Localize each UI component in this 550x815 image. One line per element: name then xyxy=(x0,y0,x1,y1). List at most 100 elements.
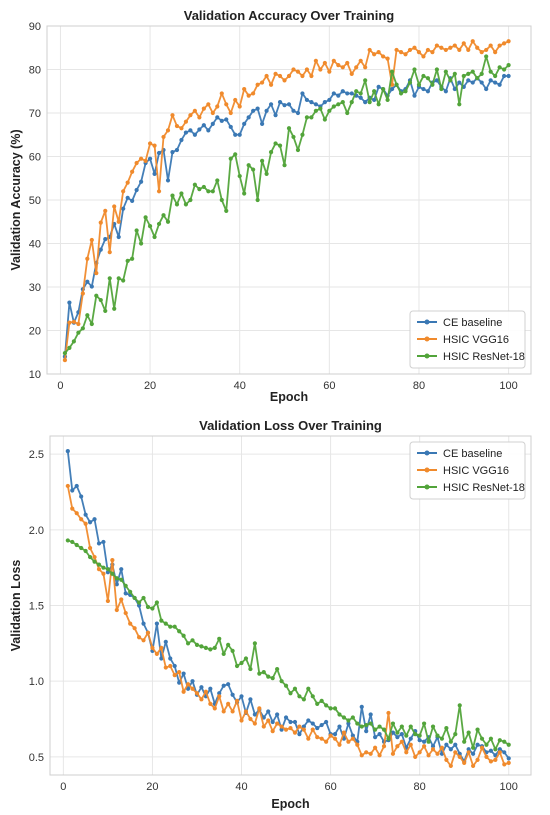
data-point xyxy=(457,102,462,107)
data-point xyxy=(103,237,108,242)
data-point xyxy=(434,78,439,83)
data-point xyxy=(421,54,426,59)
data-point xyxy=(332,706,338,711)
data-point xyxy=(165,128,171,133)
data-point xyxy=(145,630,151,635)
data-point xyxy=(224,102,229,107)
data-point xyxy=(313,102,318,107)
data-point xyxy=(76,330,81,335)
data-point xyxy=(336,102,341,107)
data-point xyxy=(502,73,507,79)
data-point xyxy=(123,591,128,596)
data-point xyxy=(168,663,173,669)
series-2 xyxy=(65,483,511,769)
y-tick-label: 40 xyxy=(29,239,41,251)
x-tick-label: 40 xyxy=(234,380,246,392)
data-point xyxy=(261,669,266,675)
data-point xyxy=(444,742,449,747)
data-point xyxy=(341,715,347,720)
data-point xyxy=(266,718,271,723)
data-point xyxy=(85,279,90,284)
chart-title: Validation Loss Over Training xyxy=(199,418,382,433)
data-point xyxy=(417,750,422,755)
data-point xyxy=(368,721,373,726)
data-point xyxy=(327,69,332,74)
data-point xyxy=(346,739,351,744)
data-point xyxy=(407,80,413,85)
data-point xyxy=(159,645,164,650)
data-point xyxy=(373,727,378,732)
data-point xyxy=(221,651,226,657)
data-point xyxy=(134,187,139,193)
data-point xyxy=(479,71,484,76)
data-point xyxy=(350,715,355,720)
data-point xyxy=(62,351,68,356)
data-point xyxy=(159,656,164,661)
data-point xyxy=(484,754,489,759)
data-point xyxy=(355,721,360,726)
data-point xyxy=(80,326,85,331)
data-point xyxy=(421,86,426,92)
data-point xyxy=(185,682,191,687)
data-point xyxy=(439,736,445,741)
data-point xyxy=(493,757,498,762)
data-point xyxy=(165,219,171,224)
data-point xyxy=(210,189,215,194)
data-point xyxy=(159,618,164,623)
data-point xyxy=(243,656,249,661)
y-tick-label: 0.5 xyxy=(29,752,44,764)
data-point xyxy=(497,738,502,743)
data-point xyxy=(292,719,298,725)
data-point xyxy=(190,686,195,691)
data-point xyxy=(270,676,275,681)
data-point xyxy=(252,712,257,717)
data-point xyxy=(377,753,382,758)
data-point xyxy=(358,95,363,100)
data-point xyxy=(221,683,226,688)
data-point xyxy=(230,709,235,714)
data-point xyxy=(268,150,274,155)
data-point xyxy=(114,607,119,613)
data-point xyxy=(295,69,301,74)
data-point xyxy=(322,60,327,66)
data-point xyxy=(399,739,404,744)
data-point xyxy=(130,198,135,203)
data-point xyxy=(177,680,182,685)
data-point xyxy=(239,660,244,666)
data-point xyxy=(367,47,372,53)
data-point xyxy=(506,756,511,761)
y-tick-label: 2.5 xyxy=(29,449,44,461)
data-point xyxy=(134,160,139,166)
data-point xyxy=(475,76,480,81)
data-point xyxy=(403,52,408,57)
data-point xyxy=(277,73,283,79)
data-point xyxy=(301,727,306,732)
data-point xyxy=(255,82,260,87)
data-point xyxy=(340,100,345,105)
data-point xyxy=(206,189,211,194)
data-point xyxy=(242,121,247,126)
data-point xyxy=(389,86,395,92)
data-point xyxy=(264,171,269,176)
data-point xyxy=(79,545,84,551)
legend: CE baseline HSIC VGG16 HSIC ResNet-18 xyxy=(409,310,526,369)
legend-label: HSIC ResNet-18 xyxy=(443,482,525,494)
data-point xyxy=(322,100,327,105)
data-point xyxy=(246,93,251,98)
data-point xyxy=(188,197,193,203)
data-point xyxy=(181,633,186,638)
data-point xyxy=(453,732,458,737)
data-point xyxy=(150,606,155,611)
legend-swatch-marker xyxy=(424,484,430,490)
data-point xyxy=(346,721,351,726)
data-point xyxy=(283,727,289,732)
data-point xyxy=(359,724,364,729)
data-point xyxy=(125,180,130,185)
plot-frame xyxy=(49,435,532,776)
data-point xyxy=(255,106,260,111)
data-point xyxy=(172,624,177,629)
data-point xyxy=(448,747,453,752)
data-point xyxy=(147,156,153,161)
data-point xyxy=(286,73,292,79)
data-point xyxy=(470,80,475,85)
